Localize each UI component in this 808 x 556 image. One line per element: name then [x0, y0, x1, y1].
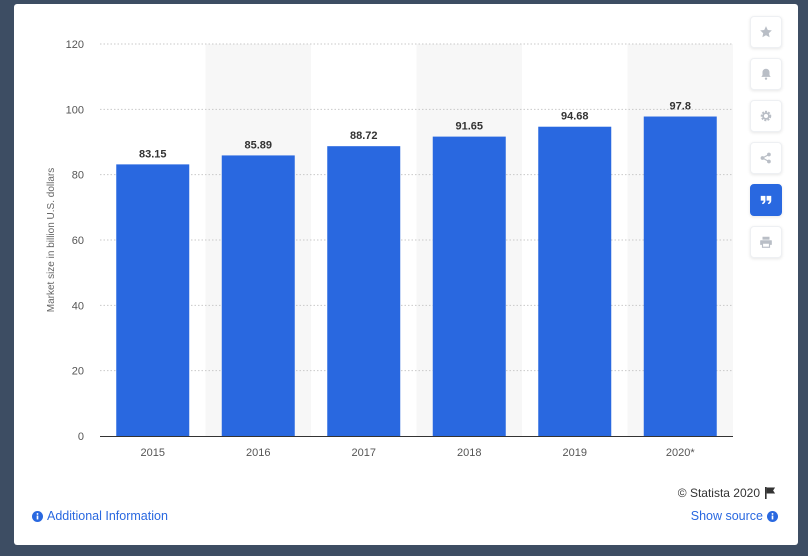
x-tick-label: 2018 — [457, 447, 481, 459]
bar — [221, 155, 295, 436]
copyright-credit: © Statista 2020 — [678, 486, 776, 500]
credit-text: © Statista 2020 — [677, 486, 760, 500]
chart-toolbar — [750, 16, 784, 268]
print-button[interactable] — [750, 226, 782, 258]
y-tick-label: 80 — [72, 170, 84, 182]
x-tick-label: 2019 — [563, 447, 587, 459]
cite-button[interactable] — [750, 184, 782, 216]
x-tick-label: 2020* — [666, 447, 695, 459]
data-label: 94.68 — [561, 111, 589, 123]
data-label: 91.65 — [455, 121, 483, 133]
print-icon — [760, 236, 772, 248]
additional-information-label: Additional Information — [47, 509, 168, 523]
settings-button[interactable] — [750, 100, 782, 132]
gear-icon — [760, 110, 772, 122]
x-tick-label: 2017 — [352, 447, 376, 459]
bar — [116, 164, 190, 437]
x-tick-label: 2015 — [141, 447, 165, 459]
y-tick-label: 40 — [72, 300, 84, 312]
share-icon — [760, 152, 771, 164]
favorite-button[interactable] — [750, 16, 782, 48]
bar — [538, 126, 612, 436]
bar — [432, 136, 506, 437]
y-axis-title: Market size in billion U.S. dollars — [46, 168, 57, 313]
bar — [643, 116, 717, 437]
bar — [327, 146, 401, 436]
data-label: 88.72 — [350, 130, 378, 142]
flag-icon — [765, 487, 776, 499]
bar-chart: 0 20 40 60 80 100 120 Market size in billion U.… — [46, 39, 733, 459]
data-label: 97.8 — [670, 101, 691, 113]
star-icon — [760, 26, 772, 38]
y-tick-label: 20 — [72, 366, 84, 378]
show-source-label: Show source — [690, 509, 763, 523]
data-label: 83.15 — [139, 148, 167, 160]
additional-information-link[interactable]: Additional Information — [32, 509, 168, 523]
y-tick-label: 100 — [66, 104, 84, 116]
y-tick-label: 60 — [72, 235, 84, 247]
share-button[interactable] — [750, 142, 782, 174]
data-label: 85.89 — [244, 139, 272, 151]
info-icon — [767, 510, 778, 522]
show-source-link[interactable]: Show source — [691, 509, 778, 523]
y-tick-label: 120 — [66, 39, 84, 51]
notification-button[interactable] — [750, 58, 782, 90]
chart-card: 0 20 40 60 80 100 120 Market size in billion U.… — [14, 4, 798, 545]
bell-icon — [761, 68, 771, 80]
x-tick-label: 2016 — [246, 447, 270, 459]
info-icon — [32, 510, 43, 522]
quote-icon — [760, 195, 772, 205]
y-tick-label: 0 — [78, 431, 84, 443]
